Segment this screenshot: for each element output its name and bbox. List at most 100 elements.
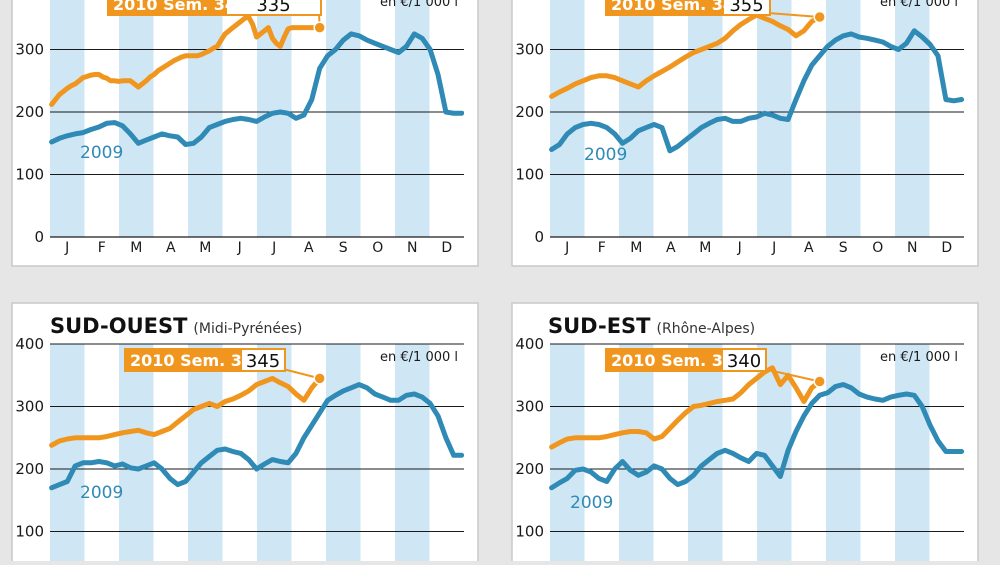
month-stripe xyxy=(119,344,154,565)
unit-label: en €/1 000 l xyxy=(880,0,958,10)
callout-marker xyxy=(813,10,826,24)
series-line-2009 xyxy=(49,382,465,491)
month-label: J xyxy=(271,240,276,256)
series-label-2009: 2009 xyxy=(80,143,123,163)
y-tick-label: 100 xyxy=(515,523,544,541)
chart-panel-2: 0 100 200 300 J F M A M J J A S O N Den €/1 000 l 2010 S… xyxy=(511,0,979,267)
month-label: N xyxy=(407,240,417,256)
series-line-2010 xyxy=(49,375,323,448)
month-stripe xyxy=(550,0,585,237)
month-label: A xyxy=(304,240,314,256)
series-line-2009 xyxy=(49,31,465,147)
month-stripe xyxy=(188,344,223,565)
series-label-2009: 2009 xyxy=(584,145,627,165)
callout-label: 2010 Sem. 34 xyxy=(113,0,236,14)
chart-panel-1: 0 100 200 300 J F M A M J J A S O N Den €/1 000 l 2010 S… xyxy=(11,0,479,267)
y-tick-label: 400 xyxy=(515,335,544,353)
callout-label: 2010 Sem. 34 xyxy=(130,351,253,370)
series-label-2009: 2009 xyxy=(80,483,123,503)
y-tick-label: 100 xyxy=(15,166,44,184)
y-tick-label: 200 xyxy=(15,460,44,478)
series-line-2009 xyxy=(549,382,965,491)
chart-panel-4: 100 200 300 400 en €/1 000 l SUD-EST (Rhône-Al… xyxy=(511,302,979,565)
chart-subtitle: (Rhône-Alpes) xyxy=(657,321,756,337)
series-line-2009 xyxy=(549,28,965,154)
y-tick-label: 100 xyxy=(15,523,44,541)
y-tick-label: 300 xyxy=(15,398,44,416)
y-tick-label: 300 xyxy=(515,398,544,416)
callout-value: 335 xyxy=(256,0,290,16)
y-tick-label: 300 xyxy=(15,41,44,59)
month-label: J xyxy=(771,240,776,256)
y-tick-label: 200 xyxy=(15,103,44,121)
month-label: M xyxy=(699,240,711,256)
chart-subtitle: (Midi-Pyrénées) xyxy=(193,321,302,337)
series-label-2009: 2009 xyxy=(570,493,613,513)
callout-leader xyxy=(767,12,820,18)
month-stripe xyxy=(326,344,361,565)
month-label: J xyxy=(237,240,242,256)
callout-value: 345 xyxy=(246,351,280,372)
month-label: A xyxy=(804,240,814,256)
series-line-2010 xyxy=(549,365,823,450)
series-line-2010 xyxy=(549,12,823,99)
month-label: D xyxy=(941,240,952,256)
month-stripe xyxy=(619,0,654,237)
month-label: J xyxy=(737,240,742,256)
month-label: M xyxy=(199,240,211,256)
month-label: F xyxy=(598,240,606,256)
month-label: O xyxy=(872,240,883,256)
callout-marker xyxy=(313,21,326,34)
month-stripe xyxy=(550,344,585,565)
month-label: O xyxy=(372,240,383,256)
y-tick-label: 100 xyxy=(515,166,544,184)
chart-panel-3: 100 200 300 400 en €/1 000 l SUD-OUEST (Midi-P… xyxy=(11,302,479,565)
series-line-2010 xyxy=(49,14,323,107)
callout-value-box xyxy=(723,350,765,370)
callout-marker xyxy=(313,372,326,385)
unit-label: en €/1 000 l xyxy=(380,0,458,10)
y-tick-label: 200 xyxy=(515,103,544,121)
unit-label: en €/1 000 l xyxy=(380,350,458,365)
month-label: M xyxy=(130,240,142,256)
month-stripe xyxy=(257,344,292,565)
callout-value: 340 xyxy=(727,351,761,372)
month-stripe xyxy=(119,0,154,237)
month-label: A xyxy=(166,240,176,256)
month-label: S xyxy=(839,240,848,256)
callout-label: 2010 Sem. 34 xyxy=(611,351,734,370)
callout-leader xyxy=(763,368,820,383)
month-label: J xyxy=(564,240,569,256)
month-stripe xyxy=(826,344,861,565)
month-stripe xyxy=(619,344,654,565)
callout-value-box xyxy=(724,0,769,14)
month-label: A xyxy=(666,240,676,256)
callout-label: 2010 Sem. 34 xyxy=(611,0,734,14)
callout-leader xyxy=(282,368,320,380)
unit-label: en €/1 000 l xyxy=(880,350,958,365)
y-tick-label: 400 xyxy=(15,335,44,353)
month-stripe xyxy=(50,0,85,237)
month-stripe xyxy=(895,344,930,565)
y-tick-label: 0 xyxy=(34,228,44,246)
callout-value: 355 xyxy=(729,0,763,16)
y-tick-label: 300 xyxy=(515,41,544,59)
month-stripe xyxy=(826,0,861,237)
month-label: N xyxy=(907,240,917,256)
chart-title: SUD-EST xyxy=(548,314,651,338)
month-label: F xyxy=(98,240,106,256)
callout-marker xyxy=(813,375,826,388)
month-label: J xyxy=(64,240,69,256)
y-tick-label: 0 xyxy=(534,228,544,246)
callout-value-box xyxy=(242,350,284,370)
y-tick-label: 200 xyxy=(515,460,544,478)
month-label: M xyxy=(630,240,642,256)
month-stripe xyxy=(188,0,223,237)
month-stripe xyxy=(395,344,430,565)
month-label: S xyxy=(339,240,348,256)
month-label: D xyxy=(441,240,452,256)
chart-title: SUD-OUEST xyxy=(50,314,188,338)
callout-value-box xyxy=(227,0,320,14)
